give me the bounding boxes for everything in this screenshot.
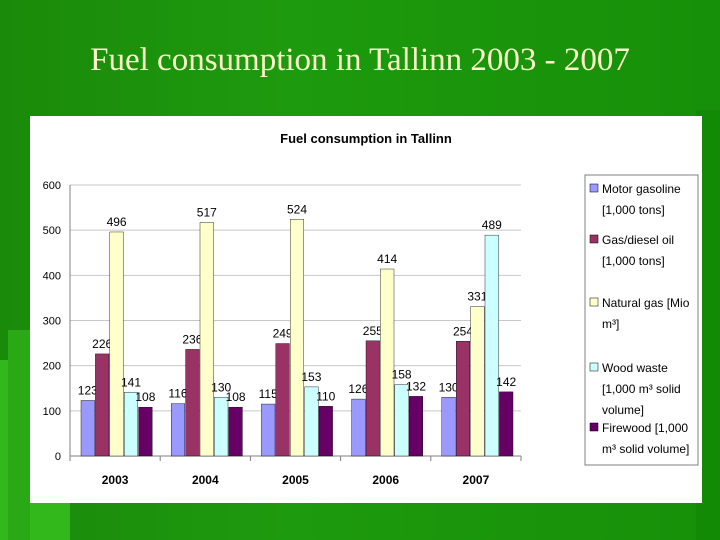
- data-label: 115: [259, 387, 278, 401]
- data-label: 236: [182, 332, 202, 346]
- bar-4-2006: [394, 384, 409, 457]
- legend-label: [1,000 tons]: [602, 254, 665, 268]
- legend-label: Motor gasoline: [602, 182, 681, 196]
- x-tick-label: 2005: [282, 473, 309, 487]
- legend-label: m³]: [602, 317, 619, 331]
- bar-3-2007: [470, 306, 485, 457]
- bar-5-2006: [409, 396, 424, 457]
- data-label: 496: [107, 215, 127, 229]
- bar-1-2004: [170, 403, 185, 457]
- legend-swatch-2: [589, 234, 599, 244]
- bar-chart: Fuel consumption in Tallinn 0 100 200 300 400…: [43, 131, 699, 487]
- bar-5-2004: [228, 407, 243, 457]
- legend-label: Firewood [1,000: [602, 421, 688, 435]
- bar-1-2003: [80, 400, 95, 457]
- data-label: 110: [316, 389, 335, 403]
- data-label: 331: [467, 289, 487, 303]
- data-label: 130: [211, 380, 231, 394]
- bar-2-2003: [95, 353, 110, 457]
- data-label: 254: [453, 324, 473, 338]
- data-label: 108: [135, 390, 155, 404]
- bar-3-2004: [199, 222, 214, 457]
- x-tick-label: 2003: [102, 473, 129, 487]
- data-label: 226: [92, 337, 112, 351]
- data-label: 142: [496, 375, 516, 389]
- y-tick-label: 400: [43, 270, 61, 282]
- data-label: 158: [392, 368, 412, 382]
- bar-3-2003: [109, 231, 124, 457]
- bar-2-2007: [456, 341, 471, 457]
- legend-swatch-4: [589, 362, 599, 372]
- legend-label: volume]: [602, 403, 644, 417]
- data-label: 123: [78, 383, 98, 397]
- x-tick-label: 2004: [192, 473, 219, 487]
- chart-title: Fuel consumption in Tallinn: [280, 131, 452, 146]
- legend-swatch-3: [589, 297, 599, 307]
- legend-swatch-1: [589, 183, 599, 193]
- data-label: 489: [482, 218, 502, 232]
- bar-3-2006: [380, 268, 395, 457]
- data-label: 132: [406, 379, 426, 393]
- data-label: 141: [121, 375, 141, 389]
- decor-stripe-inner: [8, 330, 30, 540]
- bar-3-2005: [290, 219, 305, 457]
- x-tick-label: 2007: [463, 473, 490, 487]
- data-label: 524: [287, 202, 307, 216]
- data-label: 517: [197, 205, 217, 219]
- y-tick-label: 100: [43, 406, 61, 418]
- bar-5-2007: [499, 391, 514, 457]
- bar-5-2003: [138, 407, 153, 457]
- y-tick-label: 500: [43, 225, 61, 237]
- data-label: 255: [363, 324, 383, 338]
- bar-2-2006: [365, 340, 380, 457]
- bar-5-2005: [318, 406, 333, 457]
- legend-box: [584, 174, 699, 466]
- data-label: 116: [168, 387, 187, 401]
- bar-1-2007: [441, 397, 456, 457]
- bar-4-2007: [484, 234, 499, 457]
- bar-1-2005: [261, 403, 276, 457]
- legend-label: m³ solid volume]: [602, 442, 689, 456]
- slide-title: Fuel consumption in Tallinn 2003 - 2007: [90, 42, 630, 78]
- y-tick-label: 600: [43, 180, 61, 192]
- bar-2-2004: [185, 349, 200, 457]
- data-label: 414: [377, 252, 397, 266]
- legend-label: Gas/diesel oil: [602, 233, 674, 247]
- legend-label: Wood waste: [602, 361, 668, 375]
- data-label: 153: [301, 370, 321, 384]
- bar-2-2005: [275, 343, 290, 457]
- y-tick-label: 0: [55, 451, 61, 463]
- legend-label: [1,000 tons]: [602, 203, 665, 217]
- legend-label: Natural gas [Mio: [602, 296, 690, 310]
- legend-label: [1,000 m³ solid: [602, 382, 681, 396]
- data-label: 108: [226, 390, 246, 404]
- data-label: 249: [273, 327, 293, 341]
- bar-4-2003: [123, 392, 138, 457]
- data-label: 126: [348, 382, 368, 396]
- y-tick-label: 300: [43, 316, 61, 328]
- bar-4-2005: [304, 386, 319, 457]
- y-tick-label: 200: [43, 361, 61, 373]
- bar-4-2004: [214, 397, 229, 457]
- chart-frame: Fuel consumption in Tallinn 0 100 200 300 400…: [30, 116, 702, 503]
- bar-1-2006: [351, 398, 366, 457]
- data-label: 130: [439, 380, 459, 394]
- x-tick-label: 2006: [372, 473, 399, 487]
- legend-swatch-5: [589, 422, 599, 432]
